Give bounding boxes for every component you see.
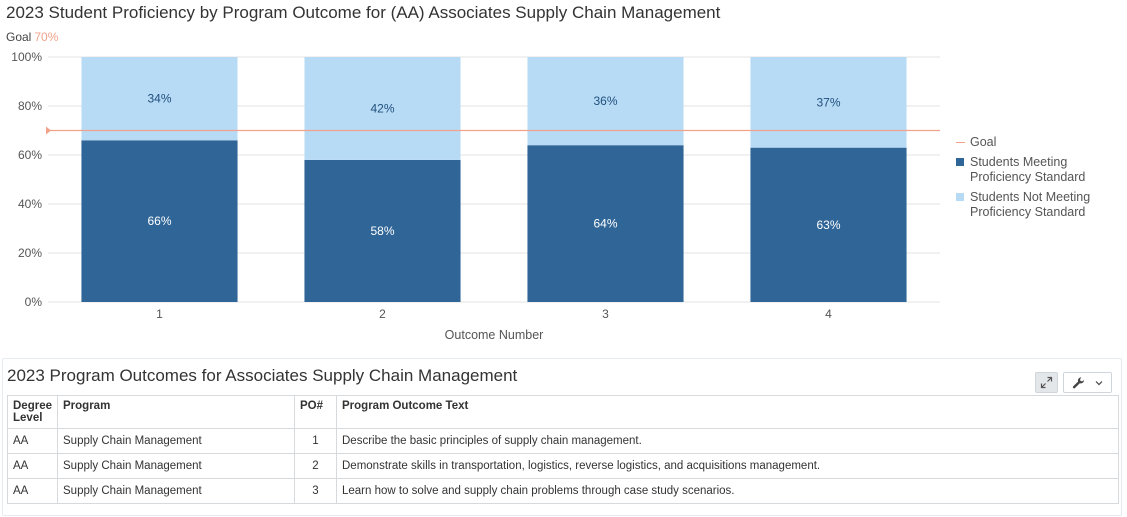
data-label-not-meeting: 36% (593, 94, 617, 108)
y-tick-label: 100% (11, 50, 42, 64)
expand-icon (1040, 376, 1053, 389)
legend-meeting-label: Students Meeting Proficiency Standard (970, 155, 1086, 184)
cell-program: Supply Chain Management (57, 478, 295, 504)
legend-not-meeting-label: Students Not Meeting Proficiency Standar… (970, 190, 1091, 219)
legend-not-meeting-swatch (956, 193, 964, 201)
legend-goal-swatch (956, 142, 965, 143)
table-row: AA Supply Chain Management 1 Describe th… (7, 428, 1119, 454)
data-label-meeting: 64% (593, 217, 617, 231)
x-tick-label: 1 (156, 307, 163, 321)
y-tick-label: 0% (25, 295, 43, 309)
header-degree-level[interactable]: Degree Level (7, 395, 58, 429)
legend-meeting-swatch (956, 158, 964, 166)
panel-title: 2023 Program Outcomes for Associates Sup… (7, 366, 518, 385)
data-label-meeting: 66% (147, 214, 171, 228)
cell-outcome-text: Learn how to solve and supply chain prob… (336, 478, 1119, 504)
cell-outcome-text: Demonstrate skills in transportation, lo… (336, 453, 1119, 479)
data-label-meeting: 63% (816, 218, 840, 232)
bar-not-meeting (81, 57, 238, 141)
data-label-not-meeting: 37% (816, 95, 840, 109)
data-label-meeting: 58% (370, 224, 394, 238)
stacked-bar-chart: 0% 20% 40% 60% 80% 100% 66% 34% 1 58% 42% 2 64% 36% 3 6… (11, 50, 940, 342)
chart-title: 2023 Student Proficiency by Program Outc… (6, 3, 721, 22)
goal-label: Goal (6, 30, 32, 44)
bar-meeting (81, 140, 238, 302)
chevron-down-icon (1095, 380, 1102, 385)
cell-program: Supply Chain Management (57, 428, 295, 454)
legend-item-not-meeting[interactable]: Students Not Meeting Proficiency Standar… (956, 190, 1110, 220)
program-outcomes-panel: 2023 Program Outcomes for Associates Sup… (2, 358, 1122, 516)
outcomes-table: Degree Level Program PO# Program Outcome… (7, 395, 1119, 504)
x-tick-label: 3 (602, 307, 609, 321)
x-tick-label: 2 (379, 307, 386, 321)
cell-po-number: 3 (294, 478, 337, 504)
header-po-number[interactable]: PO# (294, 395, 337, 429)
cell-degree-level: AA (7, 428, 58, 454)
cell-outcome-text: Describe the basic principles of supply … (336, 428, 1119, 454)
data-label-not-meeting: 34% (147, 92, 171, 106)
bar-not-meeting (750, 57, 907, 148)
y-tick-label: 40% (18, 197, 42, 211)
goal-value: 70% (34, 30, 59, 44)
bar-meeting (304, 159, 461, 302)
bar-meeting (750, 147, 907, 302)
x-axis-title: Outcome Number (445, 328, 544, 342)
expand-button[interactable] (1035, 372, 1058, 393)
bar-not-meeting (304, 57, 461, 160)
cell-degree-level: AA (7, 453, 58, 479)
x-tick-label: 4 (825, 307, 832, 321)
data-label-not-meeting: 42% (370, 101, 394, 115)
chart-legend: Goal Students Meeting Proficiency Standa… (956, 135, 1110, 225)
legend-item-meeting[interactable]: Students Meeting Proficiency Standard (956, 155, 1110, 185)
table-row: AA Supply Chain Management 3 Learn how t… (7, 478, 1119, 504)
tools-menu-button[interactable] (1063, 372, 1112, 393)
table-row: AA Supply Chain Management 2 Demonstrate… (7, 453, 1119, 479)
cell-program: Supply Chain Management (57, 453, 295, 479)
y-tick-label: 60% (18, 148, 42, 162)
goal-indicator: Goal 70% (6, 30, 58, 44)
header-program[interactable]: Program (57, 395, 295, 429)
bar-meeting (527, 145, 684, 302)
table-header-row: Degree Level Program PO# Program Outcome… (7, 395, 1119, 429)
wrench-icon (1072, 376, 1084, 388)
legend-goal-label: Goal (970, 135, 997, 149)
header-outcome-text[interactable]: Program Outcome Text (336, 395, 1119, 429)
y-tick-label: 80% (18, 99, 42, 113)
legend-item-goal[interactable]: Goal (956, 135, 1110, 150)
cell-po-number: 2 (294, 453, 337, 479)
y-tick-label: 20% (18, 246, 42, 260)
cell-degree-level: AA (7, 478, 58, 504)
goal-marker (46, 126, 51, 135)
cell-po-number: 1 (294, 428, 337, 454)
